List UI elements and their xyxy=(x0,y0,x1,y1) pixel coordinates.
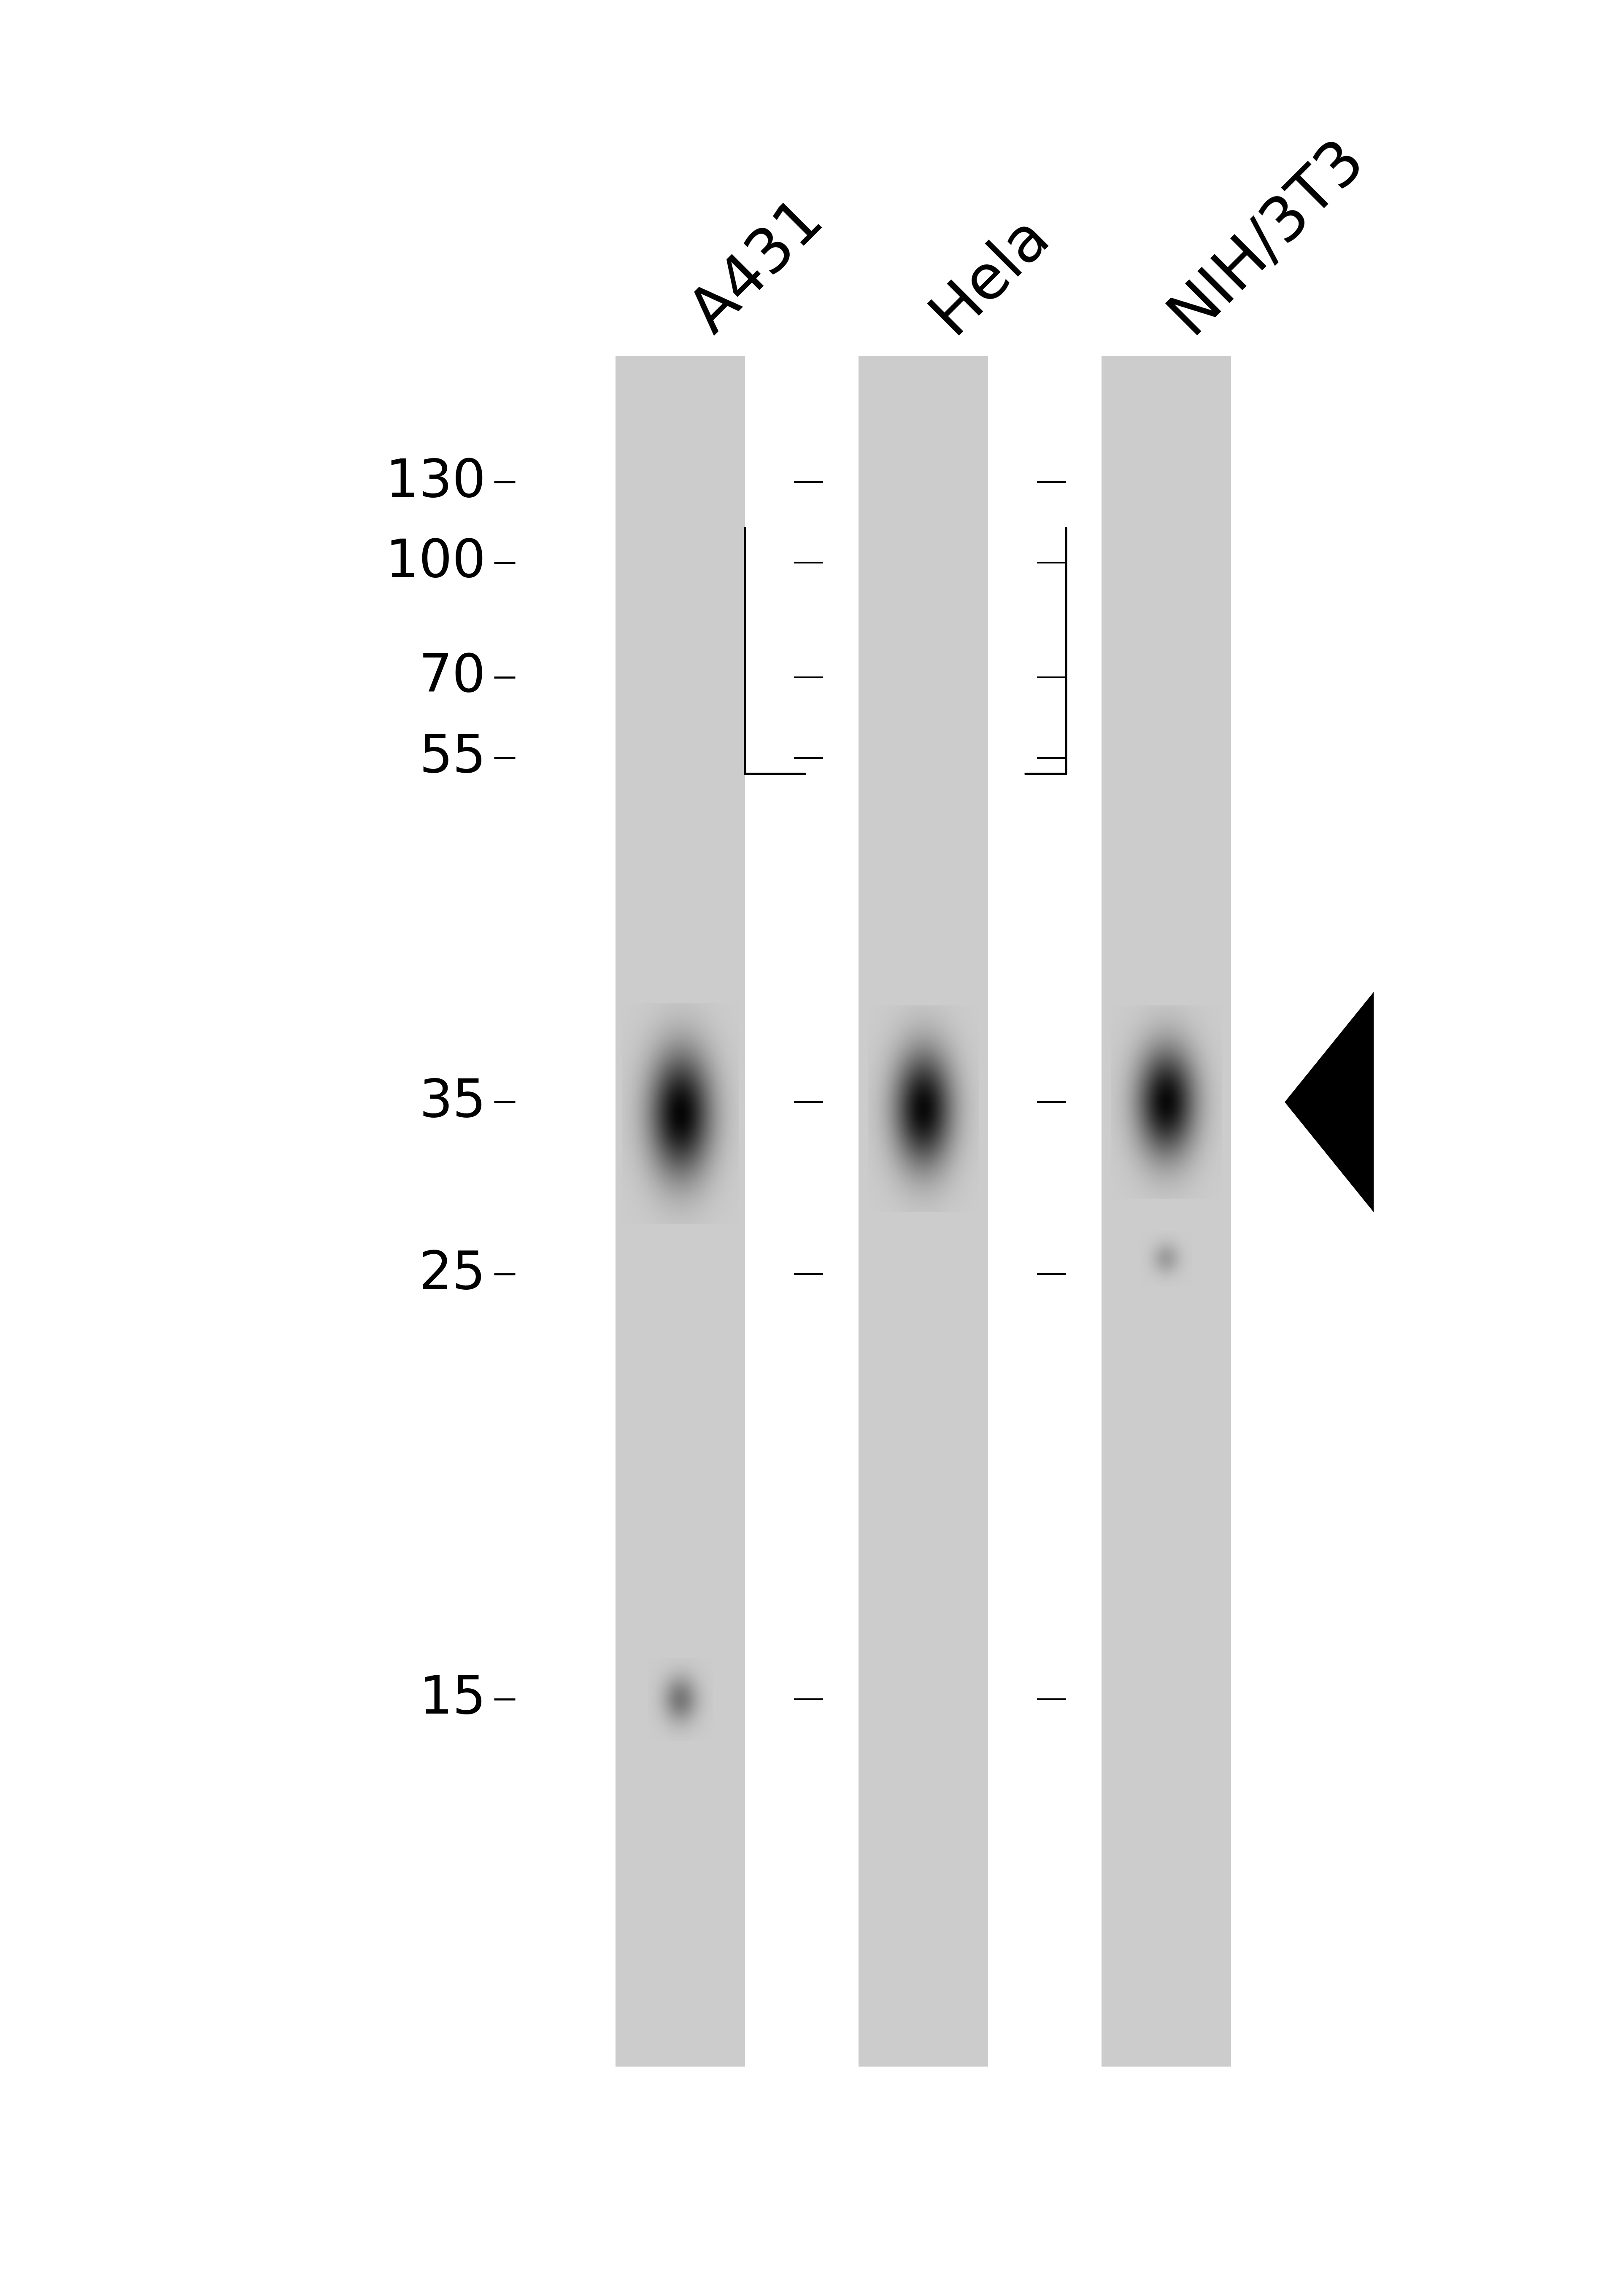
Bar xyxy=(859,356,988,2066)
Text: 35: 35 xyxy=(420,1077,486,1127)
Text: NIH/3T3: NIH/3T3 xyxy=(1158,129,1375,344)
Text: Hela: Hela xyxy=(920,204,1061,344)
Text: 70: 70 xyxy=(420,652,486,703)
Polygon shape xyxy=(1285,992,1374,1212)
Text: 55: 55 xyxy=(420,732,486,783)
Text: 25: 25 xyxy=(420,1249,486,1300)
Bar xyxy=(1102,356,1231,2066)
Bar xyxy=(616,356,745,2066)
Text: 100: 100 xyxy=(386,537,486,588)
Text: A431: A431 xyxy=(680,191,836,344)
Text: 15: 15 xyxy=(420,1674,486,1724)
Text: 130: 130 xyxy=(386,457,486,507)
